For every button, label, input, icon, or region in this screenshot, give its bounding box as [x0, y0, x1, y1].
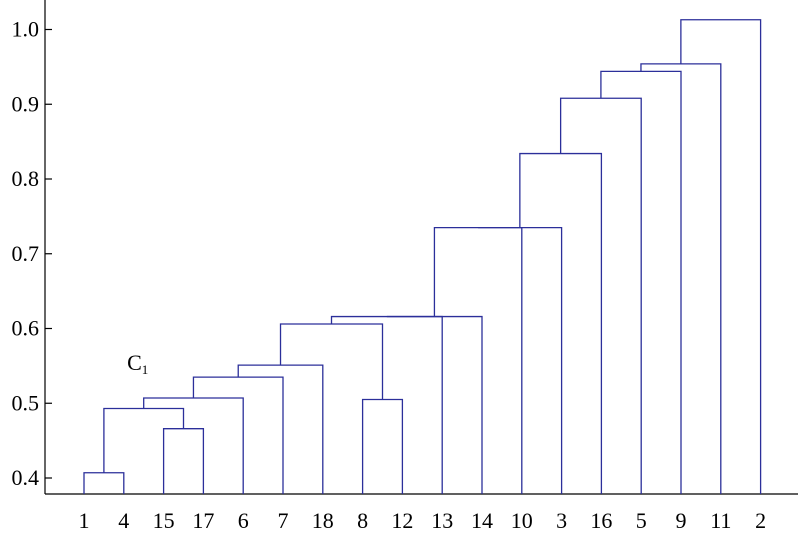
cluster-label: C1 [127, 350, 148, 377]
dendrogram-link-m6 [237, 364, 324, 494]
x-axis-leaf-labels: 1 4 15 17 6 7 18 8 12 13 14 10 3 16 5 9 11 2 [79, 508, 767, 533]
leaf-label: 14 [471, 508, 493, 533]
leaf-label: 1 [79, 508, 90, 533]
leaf-label: 5 [636, 508, 647, 533]
dendrogram-links [83, 19, 762, 494]
dendrogram-link-m8 [279, 323, 384, 400]
y-tick-label: 0.8 [12, 166, 40, 191]
y-tick-label: 0.4 [12, 465, 40, 490]
y-tick-label: 0.5 [12, 390, 40, 415]
leaf-label: 3 [556, 508, 567, 533]
dendrogram-link-m11 [433, 226, 523, 494]
dendrogram-link-m7 [361, 398, 404, 494]
leaf-label: 18 [312, 508, 334, 533]
annotations: C1 [127, 350, 148, 377]
dendrogram-link-m13 [519, 152, 603, 494]
dendrogram-link-m12 [478, 226, 563, 494]
leaf-label: 17 [192, 508, 214, 533]
axes [44, 0, 798, 495]
leaf-label: 2 [755, 508, 766, 533]
dendrogram-link-m3 [103, 407, 185, 473]
dendrogram-link-m4 [143, 397, 244, 494]
dendrogram-link-m5 [192, 376, 284, 494]
leaf-label: 4 [118, 508, 129, 533]
leaf-label: 8 [357, 508, 368, 533]
dendrogram-link-m9 [330, 315, 443, 494]
leaf-label: 11 [710, 508, 731, 533]
y-tick-label: 0.7 [12, 241, 40, 266]
dendrogram-link-m17 [680, 19, 762, 494]
leaf-label: 15 [153, 508, 175, 533]
leaf-label: 9 [676, 508, 687, 533]
leaf-label: 13 [431, 508, 453, 533]
y-tick-label: 1.0 [12, 17, 40, 42]
y-tick-label: 0.9 [12, 91, 40, 116]
leaf-label: 12 [391, 508, 413, 533]
leaf-label: 7 [278, 508, 289, 533]
leaf-label: 16 [590, 508, 612, 533]
dendrogram-link-m2 [162, 428, 205, 494]
dendrogram-link-m10 [386, 315, 483, 494]
y-tick-label: 0.6 [12, 316, 40, 341]
leaf-label: 10 [511, 508, 533, 533]
y-axis-ticks: 0.4 0.5 0.6 0.7 0.8 0.9 1.0 [12, 17, 52, 490]
dendrogram-link-m1 [83, 472, 125, 494]
leaf-label: 6 [238, 508, 249, 533]
